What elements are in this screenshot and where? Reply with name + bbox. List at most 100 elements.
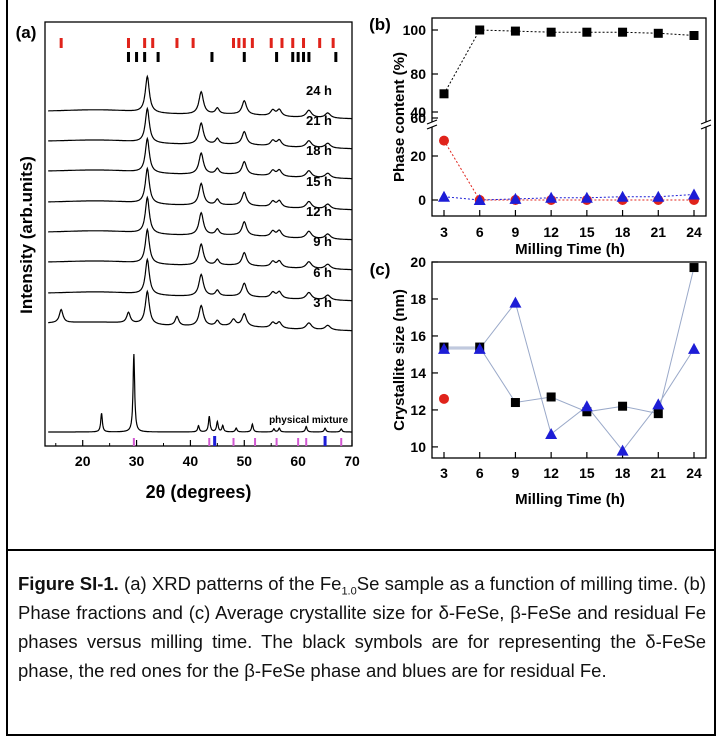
panel-a-ref-tick-red <box>242 38 246 48</box>
panel-a-ref-tick-red <box>143 38 147 48</box>
panel-b-ylabel: Phase content (%) <box>391 52 408 182</box>
frame-bottom-border <box>6 734 716 736</box>
panel-a-ref-tick-black <box>135 52 139 62</box>
panel-c-point <box>545 427 558 439</box>
panel-b-xtick-label: 18 <box>615 224 631 240</box>
panel-a-ref-tick-red <box>232 38 236 48</box>
panel-a-ref-tick-red <box>280 38 284 48</box>
panel-a-ref-tick-black <box>126 52 130 62</box>
panel-b-break-gap-right <box>702 122 710 127</box>
panel-c-xlabel: Milling Time (h) <box>515 491 625 508</box>
panel-c-point <box>509 296 522 308</box>
panel-a-pattern-line <box>48 195 352 241</box>
panel-b-point <box>688 188 700 200</box>
panel-b-series-line <box>443 194 695 201</box>
panel-a-mixture-tick-pink <box>254 438 257 446</box>
panel-c-series-line <box>444 301 695 452</box>
caption-part1: (a) XRD patterns of the Fe <box>118 573 342 594</box>
panel-a-pattern-label: 12 h <box>306 204 332 219</box>
frame-right-border <box>714 0 716 736</box>
panel-c-series-line <box>444 267 695 415</box>
panel-a-pattern-label: 6 h <box>313 265 332 280</box>
panel-b-xlabel: Milling Time (h) <box>515 241 625 258</box>
panel-c-xtick-label: 12 <box>543 465 559 481</box>
panel-a-ref-tick-red <box>302 38 306 48</box>
panel-a-mixture-tick-pink <box>132 438 135 446</box>
panel-c-ytick-label: 10 <box>410 439 426 455</box>
panel-a-mixture-tick-pink <box>340 438 343 446</box>
panel-b-xtick-label: 12 <box>543 224 559 240</box>
panel-b-ytick-label: 80 <box>410 66 426 82</box>
panel-a-pattern-label: 9 h <box>313 234 332 249</box>
panel-a-ref-tick-red <box>126 38 130 48</box>
panel-c-point <box>689 263 699 273</box>
panel-b-ytick-label: 0 <box>418 192 426 208</box>
panel-c-frame <box>431 261 707 459</box>
panel-a-ref-tick-black <box>296 52 300 62</box>
panel-a-mixture-line <box>48 353 352 433</box>
panel-b-point <box>618 27 628 37</box>
panel-a-ref-tick-black <box>156 52 160 62</box>
panel-b-ytick-label: 20 <box>410 148 426 164</box>
panel-a-pattern-label: 15 h <box>306 174 332 189</box>
panel-a-ref-tick-red <box>237 38 241 48</box>
panel-a-ref-tick-black <box>334 52 338 62</box>
panel-b-series-line <box>443 140 694 201</box>
panel-a-ref-tick-black <box>307 52 311 62</box>
panel-b-xtick-label: 21 <box>650 224 666 240</box>
panel-b-point <box>652 190 665 202</box>
panel-a-label: (a) <box>16 23 37 42</box>
panel-a-ref-tick-red <box>269 38 273 48</box>
panel-b-point <box>653 28 663 38</box>
panel-a-mixture-label: physical mixture <box>269 415 348 426</box>
panel-b-point <box>475 25 485 35</box>
panel-c-point <box>546 392 556 402</box>
panel-b-point <box>510 26 520 36</box>
panel-c-point <box>580 400 593 412</box>
panel-a-xtick-label: 60 <box>290 453 306 469</box>
panel-a-ref-tick-black <box>302 52 306 62</box>
figure-caption: Figure SI-1. (a) XRD patterns of the Fe1… <box>6 549 716 731</box>
panel-a-pattern-label: 18 h <box>306 143 332 158</box>
panel-a-frame <box>44 21 353 447</box>
panel-a-pattern-line <box>48 74 352 120</box>
panel-c-label: (c) <box>370 260 391 279</box>
panel-c-ytick-label: 18 <box>410 291 426 307</box>
panel-a-ref-tick-red <box>318 38 322 48</box>
panel-b-point <box>439 135 449 146</box>
panel-b-xtick-label: 24 <box>686 224 702 240</box>
panel-a-mixture-tick-pink <box>305 438 308 446</box>
panel-a-xtick-label: 20 <box>75 453 91 469</box>
panel-a-ref-tick-red <box>175 38 179 48</box>
panel-b-ytick-label: 100 <box>403 22 427 38</box>
panel-a-pattern-line <box>48 106 352 150</box>
panel-b-ytick-label: 40 <box>410 104 426 120</box>
panel-a-ref-tick-black <box>275 52 279 62</box>
panel-a-xtick-label: 30 <box>129 453 145 469</box>
panel-c-ytick-label: 12 <box>410 402 426 418</box>
panel-c-crystallite-size: (c) 10 12 14 16 18 20 3 6 9 12 15 18 21 24 Milling Time… <box>370 254 707 508</box>
panel-b-xtick-label: 9 <box>512 224 520 240</box>
panel-b-point <box>546 27 556 37</box>
panel-a-ref-tick-red <box>250 38 254 48</box>
panel-a-mixture-tick-pink <box>208 438 211 446</box>
panel-b-point <box>689 31 699 40</box>
caption-subscript: 1.0 <box>341 585 357 598</box>
panel-a-pattern-line <box>48 289 352 332</box>
panel-c-ytick-label: 16 <box>410 328 426 344</box>
panel-a-ref-tick-black <box>242 52 246 62</box>
panel-b-series-line <box>443 29 695 95</box>
panel-a-xlabel: 2θ (degrees) <box>146 482 252 502</box>
panel-a-mixture-tick-pink <box>232 438 235 446</box>
panel-a-xtick-label: 40 <box>183 453 199 469</box>
caption-text: Figure SI-1. (a) XRD patterns of the Fe1… <box>18 569 706 685</box>
panel-a-pattern-label: 24 h <box>306 83 332 98</box>
panel-a-mixture-tick-pink <box>297 438 300 446</box>
panel-c-xtick-label: 6 <box>476 465 484 481</box>
panel-a-xtick-label: 50 <box>236 453 252 469</box>
panel-c-xtick-label: 9 <box>512 465 520 481</box>
panel-c-ytick-label: 20 <box>410 254 426 270</box>
